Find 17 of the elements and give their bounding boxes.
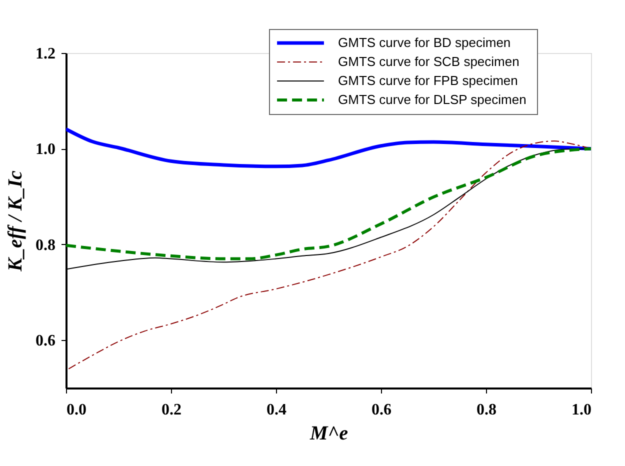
x-tick-label: 0.2 xyxy=(162,402,182,418)
x-tick-label: 0.8 xyxy=(476,402,496,418)
legend-label: GMTS curve for DLSP specimen xyxy=(338,92,526,107)
legend-label: GMTS curve for FPB specimen xyxy=(338,73,518,88)
x-axis-title: M^e xyxy=(308,422,348,444)
y-tick-label: 1.0 xyxy=(36,141,56,158)
y-axis-title: K_eff / K_Ic xyxy=(4,170,26,272)
x-tick-label: 0.0 xyxy=(66,402,86,418)
legend-label: GMTS curve for SCB specimen xyxy=(338,54,520,69)
legend-label: GMTS curve for BD specimen xyxy=(338,35,511,50)
x-tick-label: 1.0 xyxy=(572,402,592,418)
y-tick-label: 1.2 xyxy=(36,46,56,62)
x-tick-label: 0.4 xyxy=(266,402,286,418)
x-tick-label: 0.6 xyxy=(372,402,392,418)
y-tick-label: 0.6 xyxy=(36,332,56,350)
y-tick-label: 0.8 xyxy=(36,236,56,254)
line-series xyxy=(66,127,591,168)
